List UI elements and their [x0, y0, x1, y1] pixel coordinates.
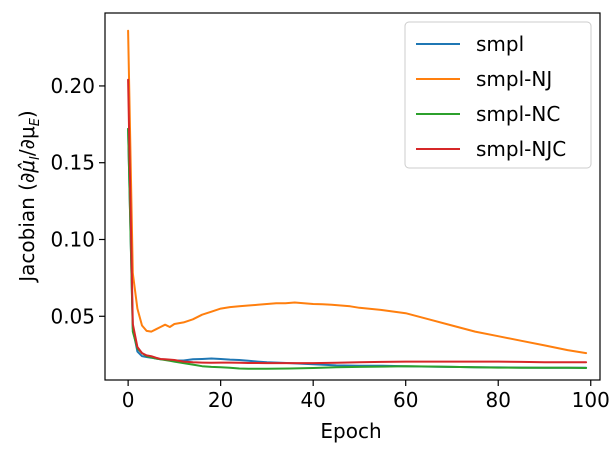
x-axis-label: Epoch	[320, 419, 381, 443]
legend-label-smpl-njc: smpl-NJC	[476, 137, 566, 161]
legend-box	[404, 21, 592, 169]
y-axis: 0.05 0.10 0.15 0.20	[50, 74, 105, 328]
x-tick-label: 60	[393, 388, 418, 412]
legend-label-smpl: smpl	[476, 32, 524, 56]
y-tick-label: 0.15	[50, 151, 95, 175]
y-label-prefix: Jacobian (∂	[15, 173, 39, 284]
series-line-smpl-nj	[127, 29, 588, 355]
series-line-smpl-njc	[127, 78, 588, 365]
y-label-sub-e: E	[28, 117, 43, 126]
plot-lines	[127, 29, 588, 370]
x-tick-label: 80	[485, 388, 510, 412]
legend-label-smpl-nj: smpl-NJ	[476, 67, 552, 91]
y-label-mu-hat: μ̂	[15, 160, 39, 174]
y-tick-label: 0.05	[50, 304, 95, 328]
legend-label-smpl-nc: smpl-NC	[476, 102, 560, 126]
x-tick-label: 20	[208, 388, 233, 412]
y-tick-label: 0.10	[50, 227, 95, 251]
y-axis-label: Jacobian (∂μ̂I/∂μE)	[15, 110, 43, 284]
legend: smpl smpl-NJ smpl-NC smpl-NJC	[404, 21, 592, 169]
y-tick-label: 0.20	[50, 74, 95, 98]
x-tick-label: 0	[122, 388, 135, 412]
plot-frame	[104, 12, 601, 381]
x-tick-label: 100	[572, 388, 610, 412]
x-tick-label: 40	[300, 388, 325, 412]
y-label-suffix: )	[15, 110, 39, 118]
y-label-sub-i: I	[28, 156, 43, 160]
x-axis: 0 20 40 60 80 100	[122, 380, 610, 412]
y-label-slash: /∂μ	[15, 126, 39, 156]
